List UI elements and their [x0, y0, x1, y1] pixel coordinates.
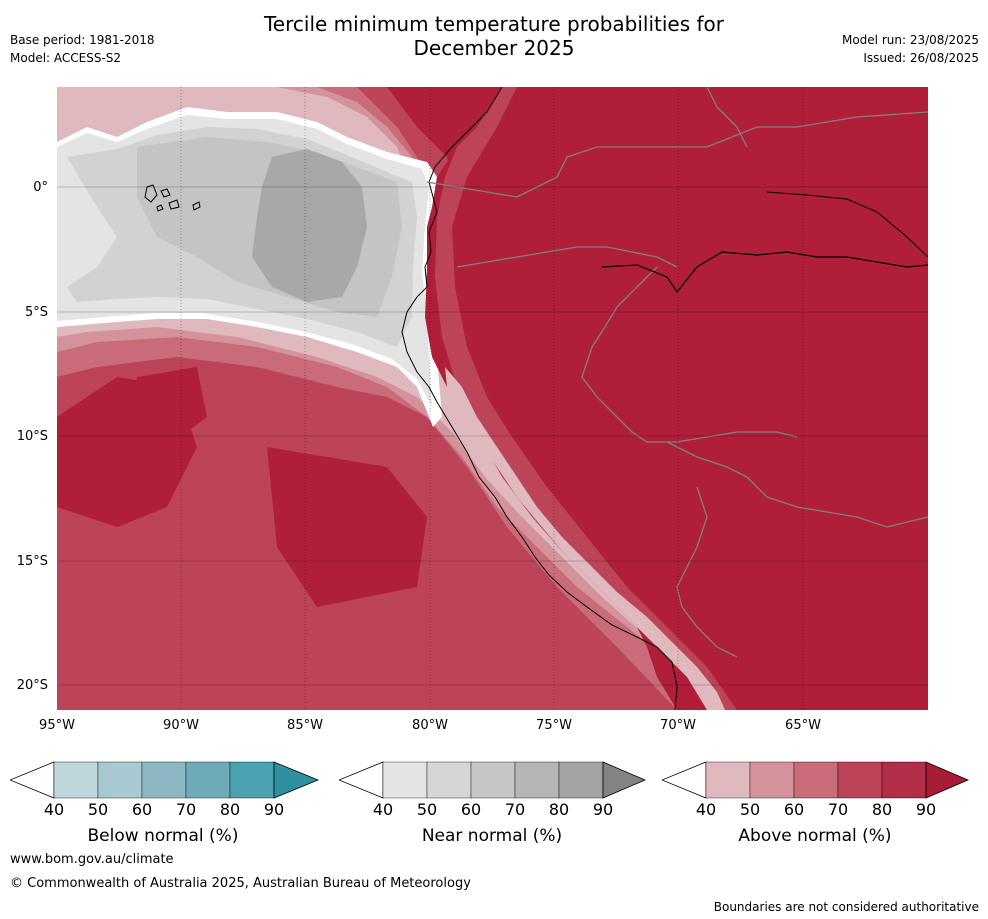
near-normal-80 [252, 149, 367, 302]
lat-label-20s: 20°S [16, 678, 48, 693]
country-boundaries [426, 87, 928, 658]
legend-near-colorbar [337, 761, 647, 799]
legend-near-tick-90: 90 [592, 800, 614, 819]
title-line-1: Tercile minimum temperature probabilitie… [263, 12, 725, 36]
lon-label-80w: 80°W [412, 718, 448, 733]
legend-above-title: Above normal (%) [738, 826, 892, 846]
legend-above-tick-90: 90 [915, 800, 937, 819]
legend-near-tick-50: 50 [416, 800, 438, 819]
model-name: Model: ACCESS-S2 [10, 51, 122, 65]
legend-below-tick-60: 60 [131, 800, 153, 819]
legend-above-tick-50: 50 [739, 800, 761, 819]
meta-left: Base period: 1981-2018 Model: ACCESS-S2 [10, 31, 155, 67]
lon-label-95w: 95°W [39, 718, 75, 733]
lon-label-65w: 65°W [785, 718, 821, 733]
legend-below-title: Below normal (%) [87, 826, 239, 846]
legend-below-colorbar [8, 761, 320, 799]
lat-label-15s: 15°S [16, 554, 48, 569]
map-canvas [57, 87, 928, 710]
copyright-notice: © Commonwealth of Australia 2025, Austra… [10, 876, 471, 891]
legend-below-tick-90: 90 [263, 800, 285, 819]
coastal-land-gradient-inner [445, 367, 725, 710]
legend-near-tick-40: 40 [372, 800, 394, 819]
grid-lines [180, 87, 804, 710]
legend-above-colorbar [660, 761, 970, 799]
meta-right: Model run: 23/08/2025 Issued: 26/08/2025 [842, 31, 979, 67]
lat-label-0: 0° [33, 180, 48, 195]
legend-below-tick-40: 40 [43, 800, 65, 819]
coastline [401, 87, 678, 710]
legend-near-tick-70: 70 [504, 800, 526, 819]
base-period: Base period: 1981-2018 [10, 33, 155, 47]
legend-near-normal [337, 760, 649, 804]
legend-above-tick-80: 80 [871, 800, 893, 819]
ocean-deep-pocket-3 [132, 367, 207, 447]
lat-label-5s: 5°S [24, 305, 48, 320]
lat-label-10s: 10°S [16, 429, 48, 444]
coastal-land-gradient [435, 87, 737, 710]
legend-above-normal [660, 760, 972, 804]
legend-below-tick-50: 50 [87, 800, 109, 819]
continent-land [425, 87, 928, 710]
chart-title: Tercile minimum temperature probabilitie… [0, 12, 988, 60]
legend-below-tick-80: 80 [219, 800, 241, 819]
legend-near-title: Near normal (%) [421, 826, 563, 846]
website-link[interactable]: www.bom.gov.au/climate [10, 852, 174, 867]
lon-label-75w: 75°W [536, 718, 572, 733]
boundary-disclaimer: Boundaries are not considered authoritat… [713, 900, 979, 914]
galapagos-islands [144, 184, 201, 212]
legend-near-tick-80: 80 [548, 800, 570, 819]
legend-below-tick-70: 70 [175, 800, 197, 819]
lon-label-70w: 70°W [660, 718, 696, 733]
model-run: Model run: 23/08/2025 [841, 33, 979, 47]
ocean-deep-pocket-2 [267, 447, 427, 607]
issued-date: Issued: 26/08/2025 [863, 51, 979, 65]
probability-map [57, 87, 928, 710]
lon-label-85w: 85°W [287, 718, 323, 733]
legend-below-normal [8, 760, 320, 804]
lon-label-90w: 90°W [163, 718, 199, 733]
legend-above-tick-40: 40 [695, 800, 717, 819]
legend-near-tick-60: 60 [460, 800, 482, 819]
latitude-lines [57, 186, 928, 686]
amazon-river [601, 251, 928, 294]
river-tributary [766, 191, 928, 258]
title-line-2: December 2025 [413, 36, 575, 60]
legend-above-tick-60: 60 [783, 800, 805, 819]
legend-above-tick-70: 70 [827, 800, 849, 819]
